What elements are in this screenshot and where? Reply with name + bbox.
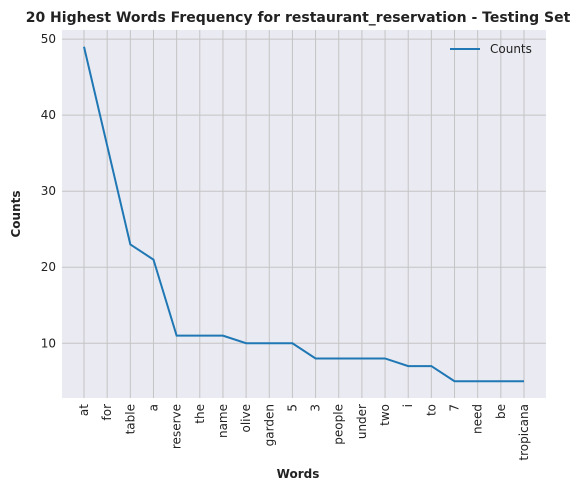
x-tick-label: table [123, 404, 137, 434]
x-tick-label: be [494, 404, 508, 419]
y-tick-label: 50 [41, 32, 56, 46]
x-tick-label: the [193, 404, 207, 424]
x-tick-label: i [401, 404, 415, 407]
x-tick-label: tropicana [517, 404, 531, 461]
y-axis-label: Counts [9, 190, 23, 237]
x-tick-label: 7 [448, 404, 462, 412]
x-tick-label: for [100, 404, 114, 421]
y-tick-label: 30 [41, 184, 56, 198]
y-tick-label: 10 [41, 336, 56, 350]
x-tick-label: olive [239, 404, 253, 433]
x-tick-label: reserve [170, 404, 184, 449]
x-tick-label: 5 [285, 404, 299, 412]
x-tick-label: 3 [309, 404, 323, 412]
y-tick-label: 20 [41, 260, 56, 274]
x-tick-label: at [77, 404, 91, 416]
x-tick-label: a [146, 404, 160, 411]
y-tick-label: 40 [41, 108, 56, 122]
x-tick-label: garden [262, 404, 276, 446]
chart-title: 20 Highest Words Frequency for restauran… [26, 10, 571, 26]
x-tick-label: to [424, 404, 438, 416]
x-tick-label: name [216, 404, 230, 438]
legend-label: Counts [490, 42, 532, 56]
x-tick-label: people [332, 404, 346, 445]
x-tick-label: two [378, 404, 392, 426]
x-tick-label: under [355, 404, 369, 439]
x-tick-label: need [471, 404, 485, 434]
line [83, 46, 524, 383]
plot-area [62, 30, 546, 398]
x-axis-label: Words [277, 467, 320, 481]
